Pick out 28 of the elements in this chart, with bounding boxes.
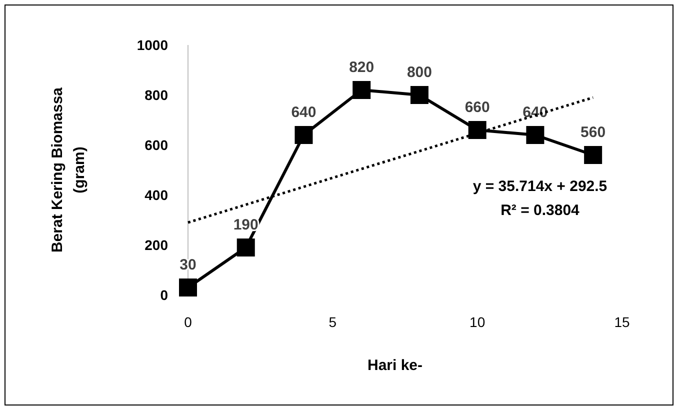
point (294, 126, 313, 144)
x-tick-label: 0 (184, 314, 192, 330)
point (352, 81, 371, 99)
y-tick-label: 800 (144, 87, 168, 103)
data-label: 660 (464, 99, 490, 116)
y-tick-label: 400 (144, 187, 168, 203)
x-tick-label: 15 (614, 314, 630, 330)
x-tick-label: 5 (328, 314, 337, 330)
data-label: 30 (180, 256, 196, 274)
x-axis-title: Hari ke- (367, 357, 423, 374)
y-axis-title: Berat Kering Biomassa (gram) (49, 86, 88, 253)
annotation: y = 35.714x + 292.5 (472, 178, 608, 195)
y-tick-label: 200 (144, 237, 168, 253)
data-label: 820 (349, 59, 374, 76)
data-label: 640 (291, 104, 316, 121)
point (410, 86, 428, 104)
data-label: 560 (580, 124, 606, 141)
y-tick-label: 1000 (136, 37, 168, 53)
x-tick-label: 10 (470, 314, 486, 330)
annotation: R² = 0.3804 (500, 202, 580, 219)
point (584, 146, 602, 164)
y-tick-label: 0 (160, 287, 168, 303)
point (526, 126, 544, 144)
data-label: 800 (406, 64, 432, 81)
point (468, 121, 486, 139)
point (236, 238, 255, 256)
y-tick-label: 600 (144, 137, 168, 153)
point (179, 278, 197, 296)
